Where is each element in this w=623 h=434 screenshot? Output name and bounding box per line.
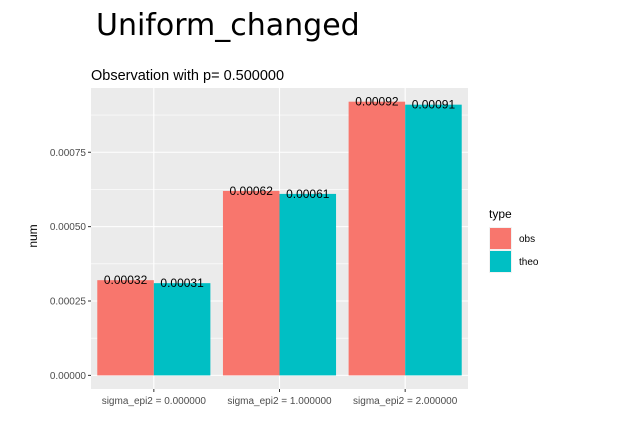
bar-obs [222, 190, 280, 376]
legend-swatch-theo [490, 251, 511, 272]
bar-obs [348, 101, 406, 376]
bar-obs [97, 280, 154, 376]
x-axis-ticks: sigma_epi2 = 0.000000 sigma_epi2 = 1.0000… [102, 389, 458, 407]
legend-label-obs: obs [519, 234, 535, 245]
data-label: 0.00032 [104, 273, 148, 287]
y-axis-title: num [26, 224, 40, 247]
y-tick-label: 0.00000 [50, 371, 87, 382]
legend-title: type [489, 207, 512, 221]
y-tick-label: 0.00075 [50, 148, 87, 159]
y-axis-ticks: 0.00000 0.00025 0.00050 0.00075 [50, 148, 91, 382]
y-tick-label: 0.00025 [50, 297, 87, 308]
data-label: 0.00092 [355, 95, 399, 109]
data-label: 0.00031 [160, 276, 204, 290]
bar-theo [405, 104, 462, 376]
legend: type obs theo [489, 207, 539, 273]
data-labels: 0.00032 0.00031 0.00062 0.00061 0.00092 0.000… [104, 95, 456, 290]
y-tick-label: 0.00050 [50, 222, 87, 233]
data-label: 0.00091 [412, 98, 456, 112]
bar-theo [153, 283, 211, 376]
x-tick-label: sigma_epi2 = 0.000000 [102, 396, 207, 407]
legend-label-theo: theo [519, 257, 539, 268]
chart-title: Uniform_changed [96, 8, 360, 43]
legend-swatch-obs [490, 228, 511, 249]
data-label: 0.00061 [286, 187, 330, 201]
x-tick-label: sigma_epi2 = 1.000000 [227, 396, 332, 407]
bar-theo [279, 193, 337, 376]
data-label: 0.00062 [230, 184, 274, 198]
bars [97, 101, 462, 376]
x-tick-label: sigma_epi2 = 2.000000 [353, 396, 458, 407]
chart-subtitle: Observation with p= 0.500000 [91, 68, 284, 84]
